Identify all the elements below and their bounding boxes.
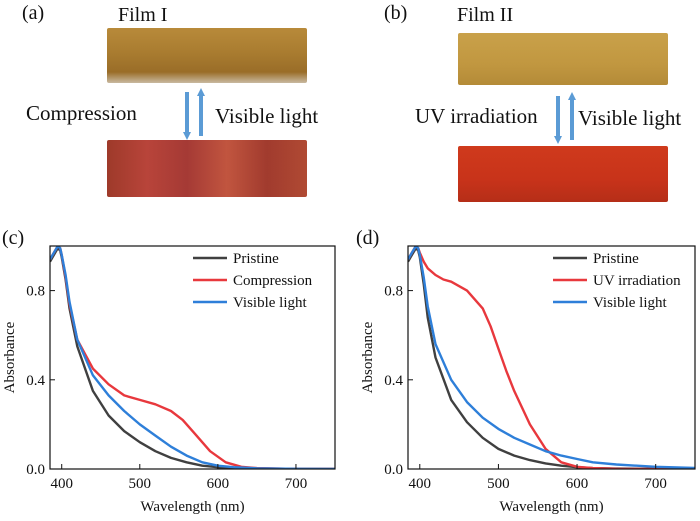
y-tick-label: 0.8 [26,284,45,300]
panel-label-b: (b) [384,2,408,24]
x-tick-label: 400 [50,476,73,492]
x-tick-label: 500 [129,476,152,492]
series-group [50,246,335,469]
legend-entry: Visible light [233,295,308,311]
y-tick-label: 0.0 [384,462,403,478]
legend-entry: Pristine [233,251,279,267]
y-tick-label: 0.8 [384,284,403,300]
uv-irradiation-label: UV irradiation [415,104,538,128]
film-title-b: Film II [457,4,514,26]
legend-entry: Visible light [593,295,668,311]
panel-label-c: (c) [2,227,25,249]
series-group [408,246,695,469]
y-axis-label: Absorbance [2,321,18,393]
film-i-photo-after [107,140,307,197]
x-tick-label: 700 [285,476,308,492]
y-axis-label: Absorbance [360,321,376,393]
film-ii-photo-before [458,33,668,85]
y-tick-label: 0.4 [384,373,403,389]
x-tick-label: 400 [409,476,432,492]
film-ii-photo-after [458,146,668,202]
series-line-visible-light [50,246,335,469]
film-title-a: Film I [118,4,168,26]
legend-entry: UV irradiation [593,273,681,289]
x-tick-label: 500 [487,476,510,492]
visible-light-label-a: Visible light [215,104,319,128]
plot-frame [49,245,336,470]
chart-d: 400 500 600 700 0.0 0.4 0.8 Wavelength (nm) Abso… [360,245,696,515]
legend-entry: Compression [233,273,313,289]
x-axis-label: Wavelength (nm) [499,499,603,515]
legend-entry: Pristine [593,251,639,267]
x-tick-label: 700 [644,476,667,492]
panel-label-d: (d) [356,227,380,249]
y-tick-label: 0.4 [26,373,45,389]
series-line-visible-light [408,246,695,469]
film-i-photo-before [107,28,307,83]
panel-label-a: (a) [22,2,45,24]
compression-label: Compression [26,101,137,125]
x-axis-label: Wavelength (nm) [140,499,244,515]
plot-frame [407,245,696,470]
visible-light-label-b: Visible light [578,106,682,130]
chart-c: 400 500 600 700 0.0 0.4 0.8 Wavelength (nm) Abso… [2,245,336,515]
y-tick-label: 0.0 [26,462,45,478]
x-tick-label: 600 [566,476,589,492]
x-tick-label: 600 [207,476,230,492]
